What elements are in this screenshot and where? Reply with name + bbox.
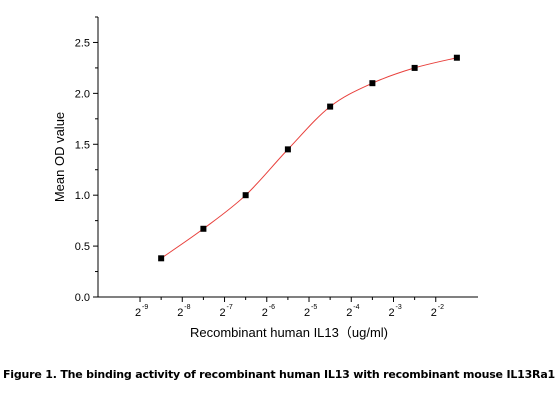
x-tick-exponent: -3 bbox=[396, 304, 402, 311]
data-point bbox=[200, 225, 207, 232]
x-tick-label: 2 bbox=[219, 307, 225, 319]
x-tick-label: 2 bbox=[346, 307, 352, 319]
ticks: 0.00.51.01.52.02.52 -9 2 -8 2 -7 2 -6 2 -5 2 -4 2 -3 2… bbox=[75, 16, 444, 319]
chart-svg: 0.00.51.01.52.02.52 -9 2 -8 2 -7 2 -6 2 -5 2 -4 2 -3 2… bbox=[52, 16, 478, 340]
data-point bbox=[369, 80, 376, 87]
chart: 0.0 0.5 1.0 1.5 2.0 2.5 2 -9 2 -8 2 -7 2 -6 2 -5 2 -4 2 -3 2… bbox=[52, 16, 478, 340]
y-tick-label: 0.0 bbox=[75, 292, 90, 304]
x-tick-exponent: -4 bbox=[353, 304, 359, 311]
data-point bbox=[242, 192, 249, 199]
x-tick-label: 2 bbox=[431, 307, 437, 319]
data-point bbox=[327, 103, 334, 110]
x-tick-exponent: -9 bbox=[142, 304, 148, 311]
x-tick-exponent: -7 bbox=[227, 304, 233, 311]
y-tick-label: 2.0 bbox=[75, 88, 90, 100]
y-tick-label: 1.0 bbox=[75, 190, 90, 202]
y-tick-label: 0.5 bbox=[75, 241, 90, 253]
x-tick-label: 2 bbox=[177, 307, 183, 319]
x-tick-label: 2 bbox=[304, 307, 310, 319]
y-tick-label: 1.5 bbox=[75, 139, 90, 151]
data-point bbox=[453, 54, 460, 61]
x-tick-label: 2 bbox=[262, 307, 268, 319]
y-tick-label: 2.5 bbox=[75, 37, 90, 49]
x-axis-title: Recombinant human IL13（ug/ml) bbox=[190, 325, 388, 340]
data-points bbox=[158, 54, 460, 262]
x-tick-exponent: -6 bbox=[269, 304, 275, 311]
data-point bbox=[158, 255, 165, 262]
x-tick-label: 2 bbox=[135, 307, 141, 319]
axes bbox=[97, 17, 478, 298]
fit-curve bbox=[160, 57, 457, 259]
figure-caption: Figure 1. The binding activity of recomb… bbox=[2, 368, 556, 381]
x-tick-label: 2 bbox=[388, 307, 394, 319]
y-axis-title: Mean OD value bbox=[52, 112, 67, 202]
data-point bbox=[284, 146, 291, 153]
x-tick-exponent: -5 bbox=[311, 304, 317, 311]
data-point bbox=[411, 64, 418, 71]
x-tick-exponent: -8 bbox=[184, 304, 190, 311]
x-tick-exponent: -2 bbox=[438, 304, 444, 311]
